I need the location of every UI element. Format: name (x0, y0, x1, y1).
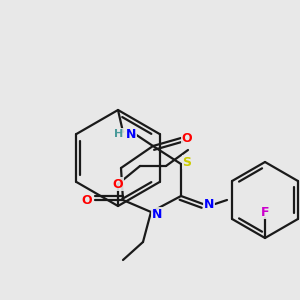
Text: O: O (113, 178, 123, 190)
Text: F: F (261, 206, 269, 218)
Text: S: S (182, 155, 191, 169)
Text: N: N (204, 197, 214, 211)
Text: O: O (182, 131, 192, 145)
Text: O: O (82, 194, 92, 206)
Text: N: N (126, 128, 136, 140)
Text: H: H (114, 129, 124, 139)
Text: N: N (152, 208, 162, 220)
